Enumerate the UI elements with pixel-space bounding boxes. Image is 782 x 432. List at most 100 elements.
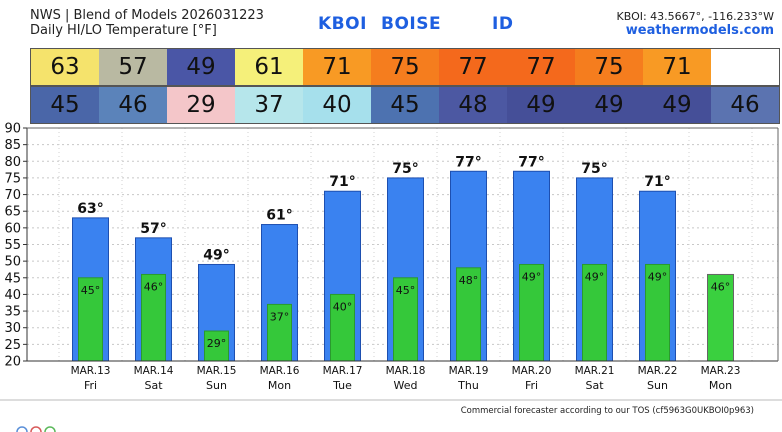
low-data-label-8: 49° [585, 270, 605, 283]
x-tick-label-date: MAR.21 [575, 365, 615, 377]
y-tick-label: 65 [4, 205, 21, 220]
low-bar-4 [330, 293, 355, 362]
x-tick-label-weekday: Sun [647, 379, 668, 392]
y-tick-label: 35 [4, 305, 21, 320]
x-tick-label-date: MAR.20 [512, 365, 552, 377]
high-temp-cell-2: 49 [167, 49, 235, 85]
high-data-label-3: 61° [266, 208, 292, 224]
high-temp-cell-3: 61 [235, 49, 303, 85]
high-data-label-9: 71° [644, 174, 670, 190]
x-tick-label-date: MAR.19 [449, 365, 489, 377]
x-tick-label-date: MAR.14 [134, 365, 174, 377]
high-temp-cell-5: 75 [371, 49, 439, 85]
high-temp-cell-1: 57 [99, 49, 167, 85]
low-data-label-3: 37° [270, 310, 290, 323]
high-data-label-4: 71° [329, 174, 355, 190]
low-data-label-4: 40° [333, 300, 353, 313]
low-temp-cell-2: 29 [167, 87, 235, 123]
chart-header-right: KBOI: 43.5667°, -116.233°W weathermodels… [617, 10, 775, 38]
y-tick-label: 75 [4, 171, 21, 186]
low-data-label-2: 29° [207, 337, 227, 350]
chart-header-left: NWS | Blend of Models 2026031223 Daily H… [30, 8, 264, 38]
low-bar-9 [645, 263, 670, 362]
y-tick-label: 25 [4, 338, 21, 353]
low-bar-7 [519, 263, 544, 362]
y-tick-label: 85 [4, 138, 21, 153]
high-temperature-row: 63 57 49 61 71 75 77 77 75 71 [30, 48, 780, 86]
high-temp-cell-9: 71 [643, 49, 711, 85]
low-temp-cell-8: 49 [575, 87, 643, 123]
y-tick-label: 60 [4, 221, 21, 236]
x-tick-label-weekday: Sat [585, 379, 604, 392]
low-data-label-9: 49° [648, 270, 668, 283]
low-temperature-row: 45 46 29 37 40 45 48 49 49 49 46 [30, 86, 780, 124]
high-data-label-1: 57° [140, 221, 166, 237]
x-tick-label-weekday: Wed [394, 379, 418, 392]
low-temp-cell-3: 37 [235, 87, 303, 123]
high-temp-cell-6: 77 [439, 49, 507, 85]
x-tick-label-weekday: Tue [332, 379, 352, 392]
low-temp-cell-5: 45 [371, 87, 439, 123]
y-tick-label: 45 [4, 271, 21, 286]
station-coordinates: KBOI: 43.5667°, -116.233°W [616, 10, 775, 23]
y-tick-label: 30 [4, 321, 21, 336]
y-tick-label: 80 [4, 155, 21, 170]
low-data-label-1: 46° [144, 280, 164, 293]
y-tick-label: 90 [4, 122, 21, 137]
y-tick-label: 55 [4, 238, 21, 253]
high-temp-cell-0: 63 [31, 49, 99, 85]
low-temp-cell-6: 48 [439, 87, 507, 123]
low-temp-cell-7: 49 [507, 87, 575, 123]
low-temp-cell-9: 49 [643, 87, 711, 123]
x-tick-label-weekday: Sun [206, 379, 227, 392]
low-bar-5 [393, 277, 418, 362]
y-tick-label: 20 [4, 355, 21, 370]
low-bar-0 [78, 277, 103, 362]
low-bar-3 [267, 303, 292, 362]
high-temp-cell-8: 75 [575, 49, 643, 85]
high-data-label-0: 63° [77, 201, 103, 217]
low-data-label-10: 46° [711, 280, 731, 293]
low-data-label-7: 49° [522, 270, 542, 283]
high-data-label-8: 75° [581, 161, 607, 177]
low-temp-cell-4: 40 [303, 87, 371, 123]
x-tick-label-date: MAR.22 [638, 365, 678, 377]
x-tick-label-date: MAR.16 [260, 365, 300, 377]
low-data-label-5: 45° [396, 284, 416, 297]
low-temp-cell-1: 46 [99, 87, 167, 123]
footer-note: Commercial forecaster according to our T… [460, 406, 754, 416]
x-tick-label-weekday: Fri [84, 379, 97, 392]
x-tick-label-weekday: Sat [144, 379, 163, 392]
x-tick-label-date: MAR.15 [197, 365, 237, 377]
low-temp-cell-0: 45 [31, 87, 99, 123]
x-tick-label-date: MAR.18 [386, 365, 426, 377]
x-tick-label-weekday: Fri [525, 379, 538, 392]
y-tick-label: 70 [4, 188, 21, 203]
logo-icon [16, 426, 56, 432]
high-data-label-5: 75° [392, 161, 418, 177]
x-tick-label-date: MAR.13 [71, 365, 111, 377]
x-tick-label-weekday: Thu [457, 379, 479, 392]
high-temp-cell-4: 71 [303, 49, 371, 85]
high-data-label-6: 77° [455, 154, 481, 170]
low-data-label-6: 48° [459, 274, 479, 287]
site-link[interactable]: weathermodels.com [625, 23, 774, 38]
x-tick-label-weekday: Mon [268, 379, 291, 392]
x-tick-label-date: MAR.23 [701, 365, 741, 377]
low-temp-cell-10: 46 [711, 87, 779, 123]
chart-subtitle: Daily HI/LO Temperature [°F] [30, 23, 217, 38]
x-tick-label-date: MAR.17 [323, 365, 363, 377]
high-data-label-7: 77° [518, 154, 544, 170]
high-temp-cell-7: 77 [507, 49, 575, 85]
low-bar-6 [456, 267, 481, 362]
y-tick-label: 50 [4, 255, 21, 270]
low-bar-2 [204, 330, 229, 362]
y-tick-label: 40 [4, 288, 21, 303]
x-tick-label-weekday: Mon [709, 379, 732, 392]
low-data-label-0: 45° [81, 284, 101, 297]
model-run-title: NWS | Blend of Models 2026031223 [30, 8, 264, 23]
high-data-label-2: 49° [203, 247, 229, 263]
state-code: ID [492, 14, 514, 34]
city-name: BOISE [381, 14, 442, 34]
